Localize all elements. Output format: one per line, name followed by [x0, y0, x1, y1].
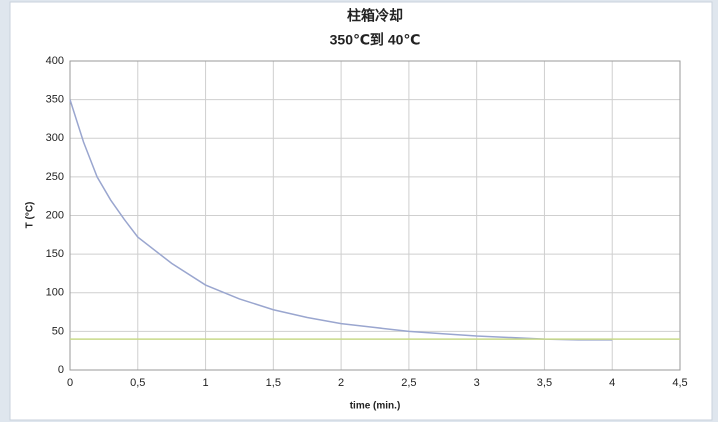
chart-frame	[9, 1, 713, 421]
y-tick-label: 250	[46, 171, 64, 183]
x-tick-label: 0,5	[130, 377, 145, 389]
x-tick-label: 1	[202, 377, 208, 389]
y-tick-label: 150	[46, 248, 64, 260]
x-tick-label: 3	[474, 377, 480, 389]
y-tick-label: 400	[46, 55, 64, 67]
chart-subtitle: 350℃到 40℃	[330, 32, 421, 48]
y-axis-title: T (°C)	[25, 202, 36, 229]
y-tick-label: 50	[52, 325, 64, 337]
x-tick-label: 0	[67, 377, 73, 389]
x-tick-label: 4,5	[672, 377, 687, 389]
x-tick-label: 2	[338, 377, 344, 389]
x-tick-label: 1,5	[266, 377, 281, 389]
y-tick-label: 200	[46, 209, 64, 221]
x-tick-label: 3,5	[537, 377, 552, 389]
plot-area	[69, 60, 681, 371]
data-line	[69, 99, 613, 341]
y-tick-label: 0	[58, 364, 64, 376]
y-tick-label: 100	[46, 287, 64, 299]
x-tick-label: 4	[609, 377, 615, 389]
y-tick-label: 350	[46, 94, 64, 106]
chart-title: 柱箱冷却	[347, 8, 403, 24]
x-tick-label: 2,5	[401, 377, 416, 389]
y-tick-label: 300	[46, 132, 64, 144]
x-axis-title: time (min.)	[350, 401, 401, 412]
